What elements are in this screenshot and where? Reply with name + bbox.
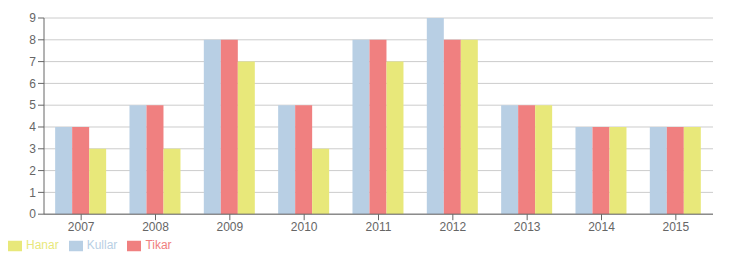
svg-text:2011: 2011 xyxy=(366,220,392,234)
svg-text:0: 0 xyxy=(29,207,36,221)
svg-text:2007: 2007 xyxy=(68,220,95,234)
svg-text:6: 6 xyxy=(29,77,36,91)
svg-text:1: 1 xyxy=(29,186,36,200)
html-text:Hanar: Hanar xyxy=(26,238,59,253)
svg-text:2009: 2009 xyxy=(216,220,243,234)
html-text:Tikar: Tikar xyxy=(145,238,172,253)
svg-text:2014: 2014 xyxy=(588,220,615,234)
svg-text:2015: 2015 xyxy=(662,220,689,234)
svg-text:8: 8 xyxy=(29,33,36,47)
svg-text:2008: 2008 xyxy=(142,220,169,234)
svg-text:2012: 2012 xyxy=(439,220,466,234)
svg-text:2013: 2013 xyxy=(514,220,541,234)
svg-text:9: 9 xyxy=(29,11,36,25)
svg-text:2010: 2010 xyxy=(291,220,318,234)
html-text:Kullar: Kullar xyxy=(86,238,118,253)
svg-text:3: 3 xyxy=(29,142,36,156)
svg-text:4: 4 xyxy=(29,120,36,134)
svg-text:7: 7 xyxy=(29,55,36,69)
svg-text:2: 2 xyxy=(29,164,36,178)
svg-text:5: 5 xyxy=(29,98,36,112)
